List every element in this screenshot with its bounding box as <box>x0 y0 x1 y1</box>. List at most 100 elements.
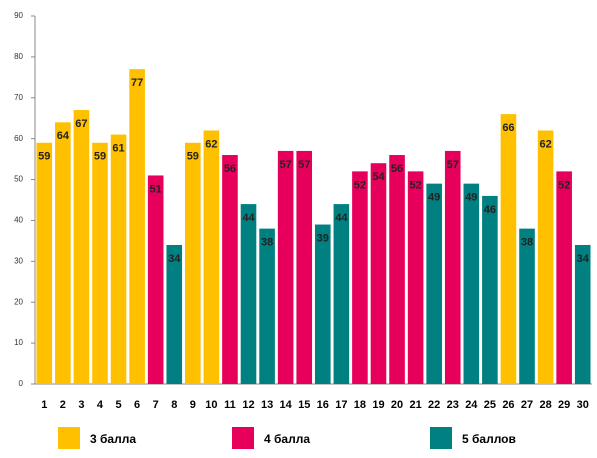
bar <box>556 171 572 384</box>
legend-label: 4 балла <box>264 432 310 446</box>
x-tick-label: 17 <box>335 399 347 411</box>
data-label: 44 <box>242 212 255 224</box>
data-label: 62 <box>205 138 217 150</box>
bar <box>407 171 424 384</box>
y-tick-label: 70 <box>14 93 23 102</box>
bar <box>55 122 71 385</box>
x-tick-label: 14 <box>280 399 293 411</box>
x-tick-label: 16 <box>317 399 329 411</box>
data-label: 59 <box>38 151 50 163</box>
legend-label: 3 балла <box>90 432 136 446</box>
x-tick-label: 29 <box>558 399 570 411</box>
bar <box>500 114 517 384</box>
x-tick-label: 11 <box>224 399 236 411</box>
x-tick-label: 30 <box>577 399 589 411</box>
y-tick-label: 60 <box>14 134 23 143</box>
y-tick-label: 80 <box>14 52 23 61</box>
x-tick-label: 6 <box>134 399 140 411</box>
data-label: 66 <box>502 122 514 134</box>
x-tick-label: 28 <box>539 399 551 411</box>
data-label: 34 <box>168 253 181 265</box>
bar <box>444 150 461 384</box>
data-label: 62 <box>539 138 551 150</box>
legend-label: 5 баллов <box>462 432 516 446</box>
x-tick-label: 22 <box>428 399 440 411</box>
x-tick-label: 18 <box>354 399 366 411</box>
data-label: 52 <box>409 179 421 191</box>
data-label: 56 <box>391 163 403 175</box>
bar <box>463 183 480 384</box>
x-tick-label: 13 <box>261 399 273 411</box>
bar <box>36 142 53 384</box>
data-label: 39 <box>317 232 329 244</box>
data-label: 59 <box>94 151 106 163</box>
bar <box>389 155 405 384</box>
x-tick-label: 23 <box>447 399 459 411</box>
x-tick-label: 26 <box>502 399 514 411</box>
bar <box>73 110 90 385</box>
data-label: 77 <box>131 77 143 89</box>
x-tick-label: 2 <box>60 399 66 411</box>
data-label: 54 <box>372 171 385 183</box>
bar <box>352 171 368 384</box>
bar <box>574 244 591 384</box>
x-tick-label: 12 <box>242 399 254 411</box>
x-tick-label: 15 <box>298 399 310 411</box>
data-label: 57 <box>447 159 459 171</box>
y-tick-label: 30 <box>14 256 23 265</box>
x-tick-label: 20 <box>391 399 403 411</box>
bar <box>166 244 183 384</box>
data-label: 59 <box>187 151 199 163</box>
data-label: 44 <box>335 212 348 224</box>
x-tick-label: 3 <box>78 399 84 411</box>
data-label: 52 <box>558 179 570 191</box>
bar <box>240 204 257 384</box>
x-tick-label: 25 <box>484 399 496 411</box>
bar <box>147 175 164 384</box>
data-label: 49 <box>428 192 440 204</box>
bar <box>222 155 238 384</box>
y-tick-label: 20 <box>14 297 23 306</box>
data-label: 34 <box>577 253 590 265</box>
data-label: 64 <box>57 130 70 142</box>
legend-swatch <box>58 427 80 449</box>
bar <box>482 195 498 384</box>
bar <box>519 228 535 384</box>
data-label: 52 <box>354 179 366 191</box>
bar <box>314 224 331 384</box>
bar <box>537 130 554 384</box>
x-tick-label: 1 <box>41 399 47 411</box>
bar <box>110 134 127 384</box>
y-tick-label: 0 <box>19 379 24 388</box>
bar <box>185 142 201 384</box>
x-tick-label: 9 <box>190 399 196 411</box>
data-label: 57 <box>280 159 292 171</box>
bar <box>296 150 313 384</box>
bar <box>129 69 145 385</box>
legend-swatch <box>430 427 452 449</box>
x-tick-label: 8 <box>171 399 177 411</box>
x-tick-label: 27 <box>521 399 533 411</box>
bar <box>203 130 220 384</box>
y-tick-label: 50 <box>14 175 23 184</box>
data-label: 49 <box>465 192 477 204</box>
y-tick-label: 10 <box>14 338 23 347</box>
bar <box>370 163 387 384</box>
data-label: 51 <box>150 183 162 195</box>
data-label: 67 <box>75 118 87 130</box>
y-tick-label: 40 <box>14 216 23 225</box>
bar <box>92 142 108 384</box>
y-tick-label: 90 <box>14 11 23 20</box>
legend-swatch <box>232 427 254 449</box>
x-tick-label: 4 <box>97 399 104 411</box>
data-label: 38 <box>521 237 533 249</box>
bar <box>277 150 294 384</box>
data-label: 38 <box>261 237 273 249</box>
x-tick-label: 19 <box>372 399 384 411</box>
x-tick-label: 21 <box>409 399 421 411</box>
bar <box>426 183 442 384</box>
x-tick-label: 10 <box>205 399 217 411</box>
data-label: 46 <box>484 204 496 216</box>
data-label: 56 <box>224 163 236 175</box>
